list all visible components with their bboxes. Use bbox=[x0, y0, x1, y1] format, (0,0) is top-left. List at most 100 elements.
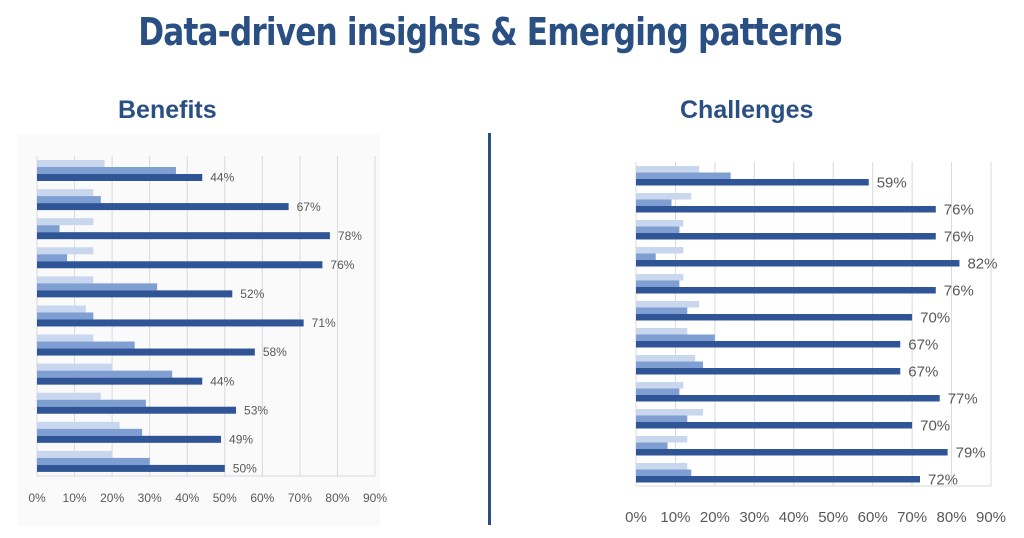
bar bbox=[636, 334, 715, 341]
bar bbox=[636, 409, 704, 416]
bar bbox=[37, 189, 94, 197]
bar bbox=[636, 274, 684, 281]
bar bbox=[636, 341, 901, 348]
bar bbox=[37, 290, 233, 298]
data-label: 53% bbox=[244, 403, 268, 417]
bar bbox=[636, 368, 901, 375]
bar bbox=[37, 377, 203, 385]
data-label: 79% bbox=[956, 445, 986, 462]
bar bbox=[636, 220, 684, 227]
bar bbox=[636, 361, 704, 368]
x-tick-label: 80% bbox=[937, 509, 967, 526]
data-label: 78% bbox=[338, 229, 362, 243]
bar bbox=[37, 160, 105, 167]
bar bbox=[636, 193, 692, 200]
data-label: 76% bbox=[944, 202, 974, 219]
bar bbox=[37, 283, 158, 291]
data-label: 72% bbox=[928, 472, 958, 489]
data-label: 67% bbox=[908, 337, 938, 354]
bar bbox=[636, 247, 684, 254]
x-tick-label: 20% bbox=[100, 491, 124, 505]
bar bbox=[37, 464, 225, 472]
bar bbox=[37, 305, 86, 313]
data-label: 49% bbox=[229, 433, 253, 447]
data-label: 76% bbox=[944, 283, 974, 300]
bar bbox=[37, 254, 68, 262]
x-tick-label: 50% bbox=[213, 491, 237, 505]
bar bbox=[37, 203, 289, 211]
bar bbox=[636, 328, 688, 335]
data-label: 70% bbox=[920, 310, 950, 327]
panel-divider bbox=[488, 133, 491, 525]
bar bbox=[636, 226, 680, 233]
bar bbox=[37, 167, 176, 174]
data-label: 67% bbox=[908, 364, 938, 381]
benefits-title: Benefits bbox=[118, 96, 217, 124]
x-tick-label: 0% bbox=[28, 491, 46, 505]
bar bbox=[636, 388, 680, 395]
challenges-title: Challenges bbox=[680, 96, 814, 124]
bar bbox=[37, 261, 323, 269]
data-label: 59% bbox=[877, 175, 907, 192]
data-label: 44% bbox=[210, 171, 234, 185]
x-tick-label: 10% bbox=[63, 491, 87, 505]
bar bbox=[37, 312, 94, 320]
bar bbox=[37, 363, 113, 371]
bar bbox=[37, 225, 60, 233]
bar bbox=[636, 253, 656, 260]
x-tick-label: 70% bbox=[897, 509, 927, 526]
bar bbox=[37, 232, 330, 240]
x-tick-label: 40% bbox=[175, 491, 199, 505]
data-label: 76% bbox=[330, 258, 354, 272]
bar bbox=[37, 319, 304, 327]
x-tick-label: 60% bbox=[250, 491, 274, 505]
bar bbox=[37, 450, 113, 458]
bar bbox=[37, 421, 120, 429]
x-tick-label: 60% bbox=[858, 509, 888, 526]
bar bbox=[636, 166, 700, 173]
bar bbox=[636, 449, 948, 456]
bar bbox=[37, 392, 101, 400]
data-label: 76% bbox=[944, 229, 974, 246]
bar bbox=[636, 469, 692, 476]
data-label: 70% bbox=[920, 418, 950, 435]
data-label: 67% bbox=[297, 200, 321, 214]
bar bbox=[636, 436, 688, 443]
bar bbox=[636, 382, 684, 389]
bar bbox=[37, 247, 94, 255]
x-tick-label: 0% bbox=[625, 509, 647, 526]
bar bbox=[37, 428, 143, 436]
bar bbox=[636, 280, 680, 287]
bar bbox=[636, 395, 940, 402]
data-label: 71% bbox=[312, 316, 336, 330]
data-label: 58% bbox=[263, 345, 287, 359]
bar bbox=[37, 334, 94, 342]
bar bbox=[636, 301, 700, 308]
bar bbox=[636, 179, 869, 186]
x-tick-label: 90% bbox=[363, 491, 387, 505]
bar bbox=[636, 442, 668, 449]
bar bbox=[37, 370, 173, 378]
x-tick-label: 30% bbox=[739, 509, 769, 526]
data-label: 77% bbox=[948, 391, 978, 408]
page-title: Data-driven insights & Emerging patterns bbox=[138, 10, 842, 54]
x-tick-label: 30% bbox=[138, 491, 162, 505]
bar bbox=[636, 199, 672, 206]
x-tick-label: 90% bbox=[976, 509, 1006, 526]
bar bbox=[636, 415, 688, 422]
x-tick-label: 20% bbox=[700, 509, 730, 526]
bar bbox=[636, 307, 688, 314]
bar bbox=[636, 206, 936, 213]
bar bbox=[636, 233, 936, 240]
bar bbox=[37, 341, 135, 349]
bar bbox=[37, 435, 222, 443]
data-label: 50% bbox=[233, 462, 257, 476]
x-tick-label: 50% bbox=[818, 509, 848, 526]
bar bbox=[636, 355, 696, 362]
bar bbox=[37, 218, 94, 226]
bar bbox=[636, 422, 913, 429]
bar bbox=[636, 314, 913, 321]
x-tick-label: 80% bbox=[325, 491, 349, 505]
